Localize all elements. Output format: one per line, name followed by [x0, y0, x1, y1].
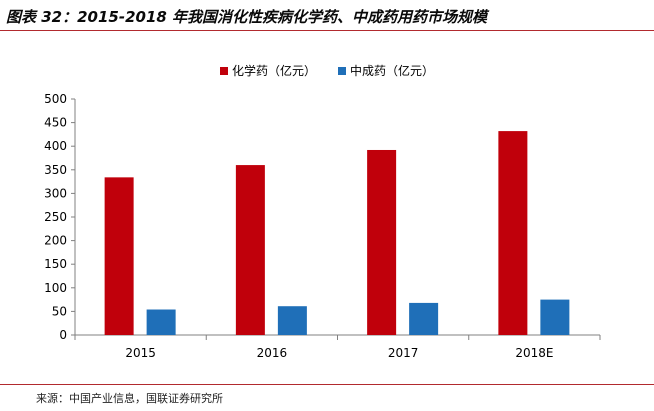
- bar-chem-2016: [235, 165, 265, 335]
- y-tick-label: 150: [44, 257, 67, 271]
- chart-legend: 化学药（亿元） 中成药（亿元）: [0, 62, 654, 79]
- figure-title: 图表 32：2015-2018 年我国消化性疾病化学药、中成药用药市场规模: [6, 8, 488, 26]
- source-note: 来源：中国产业信息，国联证券研究所: [36, 392, 223, 405]
- legend-swatch-tcm: [338, 66, 346, 75]
- y-tick-label: 250: [44, 210, 67, 224]
- y-tick-label: 450: [44, 116, 67, 130]
- bar-tcm-2017: [409, 302, 439, 335]
- bar-tcm-2016: [277, 306, 307, 335]
- source-divider: [0, 384, 654, 385]
- x-tick-label: 2015: [125, 346, 156, 360]
- legend-swatch-chem: [219, 66, 228, 75]
- x-tick-label: 2016: [257, 346, 288, 360]
- bar-chem-2015: [104, 177, 134, 335]
- bar-chem-2018E: [498, 131, 528, 335]
- x-tick-label: 2017: [388, 346, 419, 360]
- legend-label-chem: 化学药（亿元）: [231, 64, 316, 78]
- y-tick-label: 500: [44, 92, 67, 106]
- y-tick-label: 50: [52, 304, 67, 318]
- bar-chart: 0 50 100 150 200 250 300 350 400 450 500 2015 2016 20…: [44, 92, 601, 360]
- legend-item-tcm: 中成药（亿元）: [338, 62, 434, 79]
- x-tick-label: 2018E: [515, 346, 553, 360]
- bar-tcm-2018E: [540, 299, 570, 335]
- bar-chem-2017: [367, 149, 397, 335]
- y-tick-label: 350: [44, 163, 67, 177]
- title-divider: [0, 30, 654, 31]
- y-tick-label: 0: [59, 328, 67, 342]
- legend-item-chem: 化学药（亿元）: [219, 62, 316, 79]
- y-tick-label: 200: [44, 234, 67, 248]
- y-tick-label: 100: [44, 281, 67, 295]
- bar-tcm-2015: [146, 309, 176, 335]
- legend-label-tcm: 中成药（亿元）: [350, 64, 435, 78]
- y-tick-label: 400: [44, 139, 67, 153]
- y-tick-label: 300: [44, 186, 67, 200]
